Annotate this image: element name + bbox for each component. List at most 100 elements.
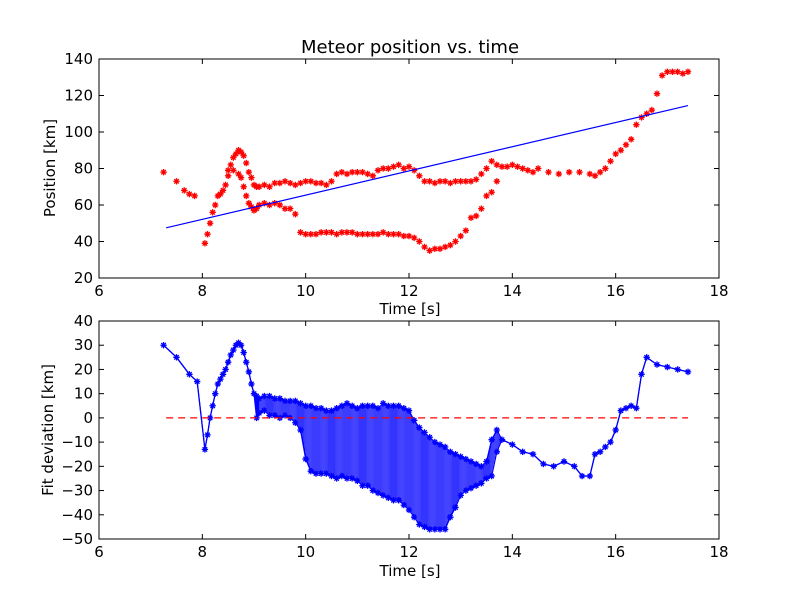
position-point: [240, 183, 247, 190]
top-y-tick-label: 40: [74, 233, 93, 251]
position-point: [478, 170, 485, 178]
deviation-point: [379, 400, 387, 407]
deviation-point: [374, 405, 382, 412]
position-point: [276, 179, 284, 187]
position-point: [653, 90, 661, 97]
position-point: [374, 167, 382, 174]
deviation-point: [441, 443, 449, 451]
deviation-point: [578, 472, 586, 480]
deviation-point: [302, 402, 309, 409]
deviation-point: [212, 390, 219, 397]
deviation-point: [292, 419, 299, 426]
deviation-point: [323, 470, 330, 477]
deviation-point: [643, 354, 650, 361]
position-point: [390, 231, 397, 238]
position-point: [255, 201, 263, 209]
position-point: [343, 229, 351, 236]
deviation-point: [186, 371, 193, 378]
deviation-point: [253, 392, 260, 400]
deviation-point: [364, 402, 371, 409]
deviation-point: [638, 371, 645, 378]
deviation-point: [400, 501, 408, 509]
deviation-point: [385, 494, 392, 502]
position-point: [462, 178, 470, 185]
position-point: [638, 114, 645, 121]
bottom-y-tick-label: 0: [83, 409, 93, 427]
top-y-tick-label: 20: [74, 269, 93, 287]
position-point: [426, 178, 433, 185]
position-point: [416, 238, 423, 245]
deviation-point: [405, 506, 413, 514]
position-point: [385, 231, 392, 238]
position-point: [400, 165, 408, 172]
position-point: [209, 209, 216, 216]
position-point: [467, 214, 475, 221]
deviation-point: [307, 402, 315, 409]
deviation-point: [488, 436, 495, 443]
deviation-point: [622, 405, 630, 412]
deviation-point: [266, 392, 273, 400]
position-point: [405, 232, 413, 240]
deviation-point: [271, 412, 278, 419]
deviation-point: [421, 523, 428, 531]
deviation-point: [478, 463, 485, 470]
top-y-tick-label: 140: [64, 50, 93, 68]
top-x-tick-label: 10: [296, 282, 315, 300]
deviation-point: [379, 492, 387, 499]
bottom-y-tick-label: −50: [61, 530, 93, 548]
deviation-point: [297, 426, 304, 434]
position-point: [379, 165, 387, 172]
position-point: [235, 170, 242, 178]
position-point: [612, 150, 619, 158]
deviation-point: [359, 482, 366, 489]
deviation-point: [343, 475, 351, 482]
position-point: [514, 163, 521, 170]
position-point: [441, 178, 449, 185]
position-point: [261, 181, 268, 189]
deviation-point: [364, 482, 371, 489]
deviation-point: [222, 366, 229, 373]
position-point: [493, 161, 501, 169]
position-point: [493, 178, 501, 185]
position-point: [243, 192, 250, 200]
position-point: [503, 163, 511, 170]
position-point: [472, 176, 480, 183]
position-point: [312, 231, 320, 238]
position-point: [379, 229, 387, 236]
deviation-point: [498, 436, 506, 443]
top-y-tick-label: 60: [74, 196, 93, 214]
position-point: [596, 168, 604, 176]
deviation-point: [617, 407, 625, 414]
deviation-point: [540, 460, 547, 468]
position-point: [395, 231, 402, 238]
position-point: [261, 199, 268, 207]
bottom-y-tick-label: 20: [74, 360, 93, 378]
deviation-point: [255, 409, 263, 417]
deviation-point: [467, 458, 475, 465]
position-point: [191, 192, 198, 200]
position-point: [400, 232, 408, 240]
deviation-point: [338, 402, 346, 409]
position-point: [307, 231, 315, 238]
position-point: [271, 199, 278, 207]
position-point: [633, 121, 640, 128]
position-point: [219, 187, 227, 194]
position-point: [292, 181, 299, 189]
position-point: [369, 231, 377, 238]
deviation-point: [261, 407, 268, 414]
top-chart-title: Meteor position vs. time: [301, 37, 519, 58]
deviation-point: [452, 451, 459, 458]
deviation-point: [276, 395, 284, 402]
deviation-point: [237, 342, 245, 349]
position-point: [343, 170, 351, 178]
deviation-point: [214, 380, 222, 388]
deviation-point: [472, 482, 480, 489]
position-point: [317, 229, 325, 236]
position-point: [627, 136, 635, 143]
top-x-axis-label: Time [s]: [379, 300, 441, 318]
position-point: [586, 170, 594, 178]
position-point: [253, 205, 260, 212]
deviation-point: [224, 358, 232, 366]
deviation-point: [426, 526, 433, 533]
position-point: [359, 168, 366, 176]
